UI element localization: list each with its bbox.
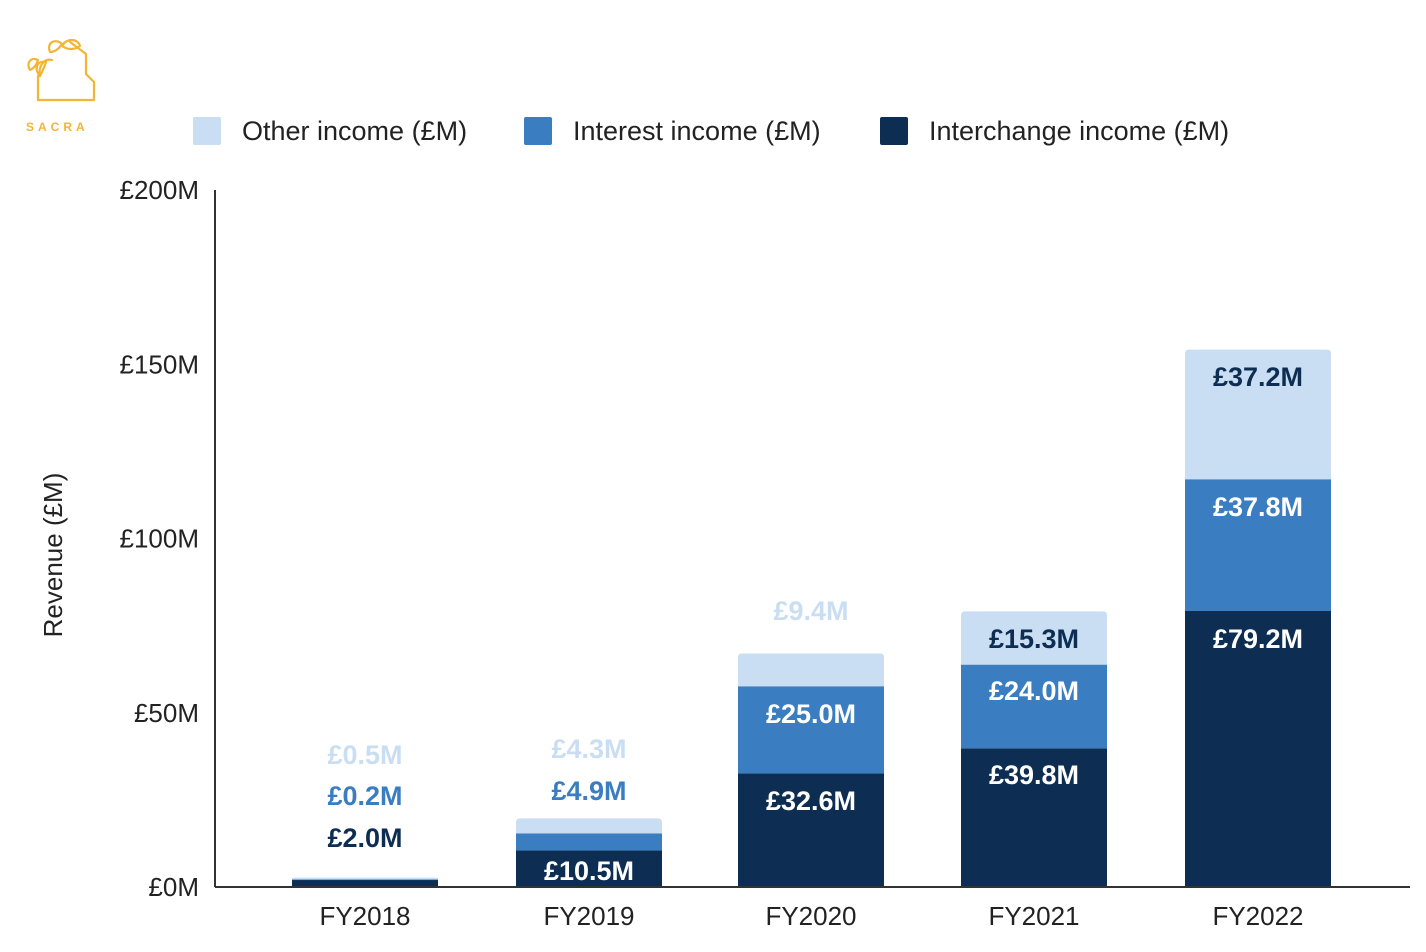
y-tick-label: £0M [148, 872, 199, 902]
y-tick-label: £200M [120, 175, 200, 205]
data-label-other-income-m-fy2019: £4.3M [551, 734, 626, 764]
bar-interchange-income-m-fy2021 [961, 748, 1107, 887]
data-label-interchange-income-m-fy2018: £2.0M [327, 823, 402, 853]
bar-other-income-m-fy2018 [292, 877, 438, 880]
data-label-interchange-income-m-fy2019: £10.5M [544, 856, 634, 886]
legend-swatch-other-income-m [193, 117, 221, 145]
data-label-interchange-income-m-fy2020: £32.6M [766, 786, 856, 816]
bar-interest-income-m-fy2022 [1185, 479, 1331, 611]
data-label-other-income-m-fy2018: £0.5M [327, 740, 402, 770]
data-label-other-income-m-fy2021: £15.3M [989, 624, 1079, 654]
sacra-logo-text: SACRA [26, 120, 89, 134]
bar-interchange-income-m-fy2022 [1185, 610, 1331, 887]
x-axis: FY2018 FY2019 FY2020 FY2021 FY2022 [215, 886, 1410, 931]
sacra-logo: SACRA [22, 32, 102, 142]
bar-interest-income-m-fy2018 [292, 879, 438, 881]
sacra-logo-icon [27, 38, 96, 102]
x-tick-label-fy2019: FY2019 [543, 901, 634, 931]
data-labels-group: £2.0M £0.2M £0.5M £10.5M £4.9M £4.3M £32.6M £25… [327, 362, 1303, 886]
data-label-interest-income-m-fy2022: £37.8M [1213, 492, 1303, 522]
bar-other-income-m-fy2021 [961, 611, 1107, 665]
chart-legend: Other income (£M) Interest income (£M) Int… [193, 116, 1229, 146]
data-label-interchange-income-m-fy2022: £79.2M [1213, 624, 1303, 654]
data-label-other-income-m-fy2022: £37.2M [1213, 362, 1303, 392]
x-tick-label-fy2021: FY2021 [988, 901, 1079, 931]
data-label-interest-income-m-fy2020: £25.0M [766, 699, 856, 729]
bar-interest-income-m-fy2021 [961, 664, 1107, 749]
x-tick-label-fy2018: FY2018 [319, 901, 410, 931]
bar-other-income-m-fy2020 [738, 653, 884, 687]
bar-other-income-m-fy2022 [1185, 349, 1331, 480]
data-label-interest-income-m-fy2018: £0.2M [327, 781, 402, 811]
data-label-interchange-income-m-fy2021: £39.8M [989, 760, 1079, 790]
bars-group [292, 349, 1331, 887]
y-tick-label: £150M [120, 349, 200, 379]
y-tick-label: £100M [120, 524, 200, 554]
legend-label-interchange-income-m: Interchange income (£M) [929, 116, 1229, 146]
y-tick-label: £50M [134, 698, 199, 728]
bar-interchange-income-m-fy2020 [738, 773, 884, 887]
y-axis: £0M £50M £100M £150M £200M Revenue (£M) [38, 175, 216, 902]
legend-label-other-income-m: Other income (£M) [242, 116, 467, 146]
legend-swatch-interchange-income-m [880, 117, 908, 145]
bar-interest-income-m-fy2019 [516, 833, 662, 851]
y-axis-title: Revenue (£M) [38, 473, 68, 638]
data-label-interest-income-m-fy2021: £24.0M [989, 676, 1079, 706]
legend-swatch-interest-income-m [524, 117, 552, 145]
bar-other-income-m-fy2019 [516, 818, 662, 834]
data-label-other-income-m-fy2020: £9.4M [773, 596, 848, 626]
bar-interchange-income-m-fy2019 [516, 850, 662, 887]
legend-label-interest-income-m: Interest income (£M) [573, 116, 821, 146]
data-label-interest-income-m-fy2019: £4.9M [551, 776, 626, 806]
x-tick-label-fy2020: FY2020 [765, 901, 856, 931]
bar-interest-income-m-fy2020 [738, 686, 884, 774]
x-tick-label-fy2022: FY2022 [1212, 901, 1303, 931]
bar-interchange-income-m-fy2018 [292, 880, 438, 887]
